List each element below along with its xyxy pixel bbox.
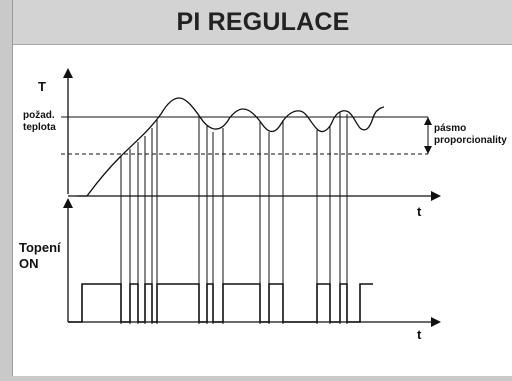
band-arrow-bottom (424, 146, 432, 154)
title-bar: PI REGULACE (13, 0, 512, 45)
heating-label-line2: ON (19, 256, 39, 271)
temperature-curve (77, 97, 385, 197)
time-axis-bottom-label: t (417, 327, 422, 342)
band-label-line1: pásmo (434, 123, 467, 134)
page-title: PI REGULACE (176, 7, 350, 36)
heating-label: Topení ON (19, 240, 61, 272)
band-label-line2: proporcionality (434, 135, 507, 146)
left-frame-strip (0, 0, 12, 376)
diagram-panel: PI REGULACE (12, 0, 512, 376)
setpoint-label-line2: teplota (23, 122, 56, 133)
switch-event-lines (120, 112, 348, 324)
heating-waveform (68, 283, 373, 323)
pi-diagram: T požad. teplota t t Topení ON pásmo pro… (13, 44, 512, 376)
band-arrow-top (424, 117, 432, 125)
time-axis-top-label: t (417, 204, 422, 219)
temp-axis-label: T (38, 79, 46, 94)
band-label: pásmo proporcionality (434, 123, 507, 147)
heating-label-line1: Topení (19, 240, 61, 255)
pi-diagram-svg (61, 68, 441, 327)
setpoint-label-line1: požad. (23, 110, 55, 121)
setpoint-label: požad. teplota (23, 110, 56, 134)
